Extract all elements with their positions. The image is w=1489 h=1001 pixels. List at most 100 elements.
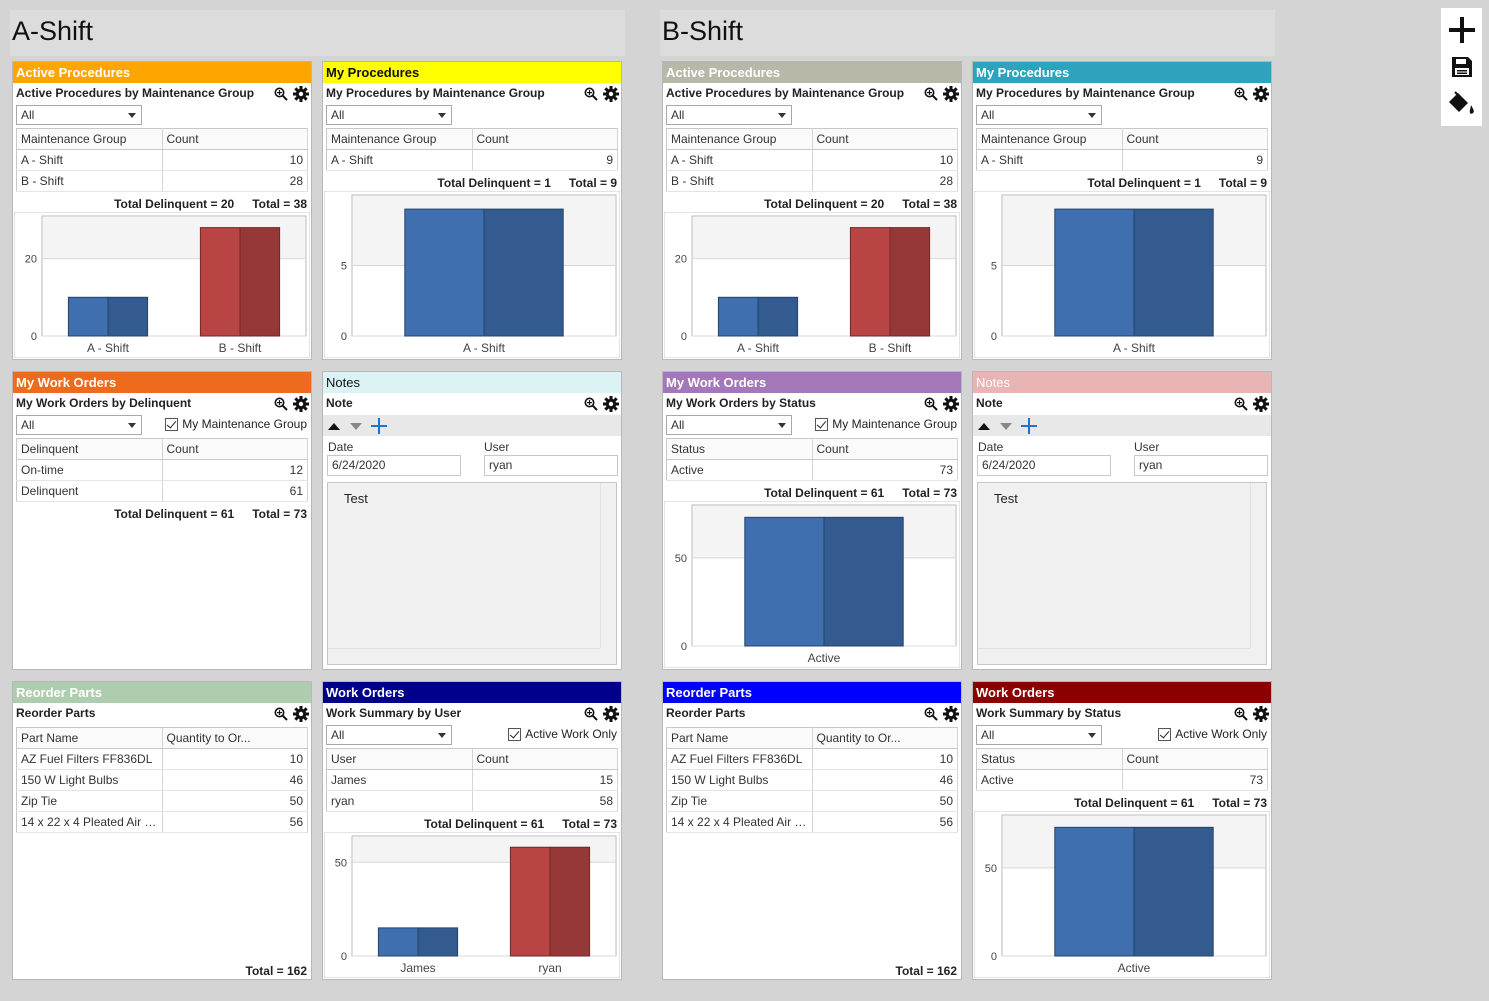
user-field[interactable]: ryan bbox=[484, 455, 618, 476]
settings-button[interactable] bbox=[293, 396, 309, 412]
zoom-button[interactable] bbox=[583, 706, 599, 722]
table-row[interactable]: James 15 bbox=[326, 769, 618, 791]
widget-header[interactable]: My Procedures bbox=[323, 62, 621, 83]
settings-button[interactable] bbox=[1253, 396, 1269, 412]
my-maintenance-group-checkbox[interactable]: My Maintenance Group bbox=[165, 417, 307, 431]
table-row[interactable]: Zip Tie 50 bbox=[666, 790, 958, 812]
table-row[interactable]: Delinquent 61 bbox=[16, 480, 308, 502]
group-filter-dropdown[interactable]: All bbox=[666, 105, 792, 125]
checkbox-checked[interactable] bbox=[508, 727, 522, 741]
column-header[interactable]: Maintenance Group bbox=[326, 128, 473, 150]
table-row[interactable]: Zip Tie 50 bbox=[16, 790, 308, 812]
zoom-button[interactable] bbox=[583, 396, 599, 412]
filter-dropdown[interactable]: All bbox=[16, 415, 142, 435]
table-row[interactable]: A - Shift 9 bbox=[326, 149, 618, 171]
previous-note-button[interactable] bbox=[977, 421, 991, 431]
bar[interactable] bbox=[744, 516, 904, 647]
zoom-button[interactable] bbox=[273, 396, 289, 412]
widget-header[interactable]: Notes bbox=[323, 372, 621, 393]
bar[interactable] bbox=[67, 296, 149, 337]
zoom-button[interactable] bbox=[923, 706, 939, 722]
zoom-button[interactable] bbox=[923, 396, 939, 412]
column-header[interactable]: Count bbox=[472, 748, 618, 770]
column-header[interactable]: Part Name bbox=[16, 727, 163, 749]
group-filter-dropdown[interactable]: All bbox=[16, 105, 142, 125]
bar[interactable] bbox=[849, 227, 931, 337]
table-row[interactable]: B - Shift 28 bbox=[16, 170, 308, 192]
note-textarea[interactable]: Test bbox=[327, 482, 617, 665]
group-filter-dropdown[interactable]: All bbox=[976, 105, 1102, 125]
zoom-button[interactable] bbox=[1233, 86, 1249, 102]
table-row[interactable]: AZ Fuel Filters FF836DL 10 bbox=[666, 748, 958, 770]
widget-header[interactable]: Work Orders bbox=[973, 682, 1271, 703]
widget-header[interactable]: My Work Orders bbox=[663, 372, 961, 393]
widget-header[interactable]: My Procedures bbox=[973, 62, 1271, 83]
bar[interactable] bbox=[1054, 826, 1214, 957]
widget-header[interactable]: My Work Orders bbox=[13, 372, 311, 393]
zoom-button[interactable] bbox=[1233, 706, 1249, 722]
next-note-button[interactable] bbox=[349, 421, 363, 431]
vertical-scrollbar[interactable] bbox=[600, 483, 616, 648]
filter-dropdown[interactable]: All bbox=[326, 725, 452, 745]
column-header[interactable]: Count bbox=[1122, 748, 1268, 770]
column-header[interactable]: Count bbox=[472, 128, 618, 150]
column-header[interactable]: Count bbox=[162, 128, 308, 150]
column-header[interactable]: Delinquent bbox=[16, 438, 163, 460]
filter-dropdown[interactable]: All bbox=[976, 725, 1102, 745]
settings-button[interactable] bbox=[943, 86, 959, 102]
column-header[interactable]: Count bbox=[1122, 128, 1268, 150]
checkbox-checked[interactable] bbox=[1158, 727, 1172, 741]
table-row[interactable]: A - Shift 10 bbox=[666, 149, 958, 171]
table-row[interactable]: ryan 58 bbox=[326, 790, 618, 812]
table-row[interactable]: A - Shift 10 bbox=[16, 149, 308, 171]
settings-button[interactable] bbox=[1253, 706, 1269, 722]
table-row[interactable]: Active 73 bbox=[666, 459, 958, 481]
filter-dropdown[interactable]: All bbox=[666, 415, 792, 435]
settings-button[interactable] bbox=[603, 86, 619, 102]
group-filter-dropdown[interactable]: All bbox=[326, 105, 452, 125]
table-row[interactable]: On-time 12 bbox=[16, 459, 308, 481]
settings-button[interactable] bbox=[293, 706, 309, 722]
note-textarea[interactable]: Test bbox=[977, 482, 1267, 665]
column-header[interactable]: Status bbox=[666, 438, 813, 460]
zoom-button[interactable] bbox=[583, 86, 599, 102]
bar[interactable] bbox=[717, 296, 799, 337]
settings-button[interactable] bbox=[603, 396, 619, 412]
theme-color-button[interactable] bbox=[1446, 88, 1478, 120]
column-header[interactable]: Status bbox=[976, 748, 1123, 770]
add-note-button[interactable] bbox=[1021, 417, 1037, 434]
widget-header[interactable]: Reorder Parts bbox=[13, 682, 311, 703]
horizontal-scrollbar[interactable] bbox=[978, 648, 1250, 664]
settings-button[interactable] bbox=[603, 706, 619, 722]
bar[interactable] bbox=[1054, 208, 1214, 337]
settings-button[interactable] bbox=[943, 706, 959, 722]
column-header[interactable]: Quantity to Or... bbox=[162, 727, 308, 749]
checkbox-checked[interactable] bbox=[815, 417, 829, 431]
zoom-button[interactable] bbox=[923, 86, 939, 102]
next-note-button[interactable] bbox=[999, 421, 1013, 431]
active-work-only-checkbox[interactable]: Active Work Only bbox=[508, 727, 617, 741]
table-row[interactable]: Active 73 bbox=[976, 769, 1268, 791]
settings-button[interactable] bbox=[943, 396, 959, 412]
checkbox-checked[interactable] bbox=[165, 417, 179, 431]
widget-header[interactable]: Active Procedures bbox=[13, 62, 311, 83]
zoom-button[interactable] bbox=[1233, 396, 1249, 412]
column-header[interactable]: Maintenance Group bbox=[976, 128, 1123, 150]
settings-button[interactable] bbox=[1253, 86, 1269, 102]
column-header[interactable]: Count bbox=[812, 438, 958, 460]
widget-header[interactable]: Work Orders bbox=[323, 682, 621, 703]
date-field[interactable]: 6/24/2020 bbox=[327, 455, 461, 476]
column-header[interactable]: Count bbox=[812, 128, 958, 150]
table-row[interactable]: 14 x 22 x 4 Pleated Air Filter 56 bbox=[16, 811, 308, 833]
table-row[interactable]: AZ Fuel Filters FF836DL 10 bbox=[16, 748, 308, 770]
column-header[interactable]: Maintenance Group bbox=[666, 128, 813, 150]
table-row[interactable]: 150 W Light Bulbs 46 bbox=[16, 769, 308, 791]
my-maintenance-group-checkbox[interactable]: My Maintenance Group bbox=[815, 417, 957, 431]
add-note-button[interactable] bbox=[371, 417, 387, 434]
settings-button[interactable] bbox=[293, 86, 309, 102]
column-header[interactable]: Count bbox=[162, 438, 308, 460]
column-header[interactable]: Part Name bbox=[666, 727, 813, 749]
column-header[interactable]: Maintenance Group bbox=[16, 128, 163, 150]
zoom-button[interactable] bbox=[273, 86, 289, 102]
vertical-scrollbar[interactable] bbox=[1250, 483, 1266, 648]
